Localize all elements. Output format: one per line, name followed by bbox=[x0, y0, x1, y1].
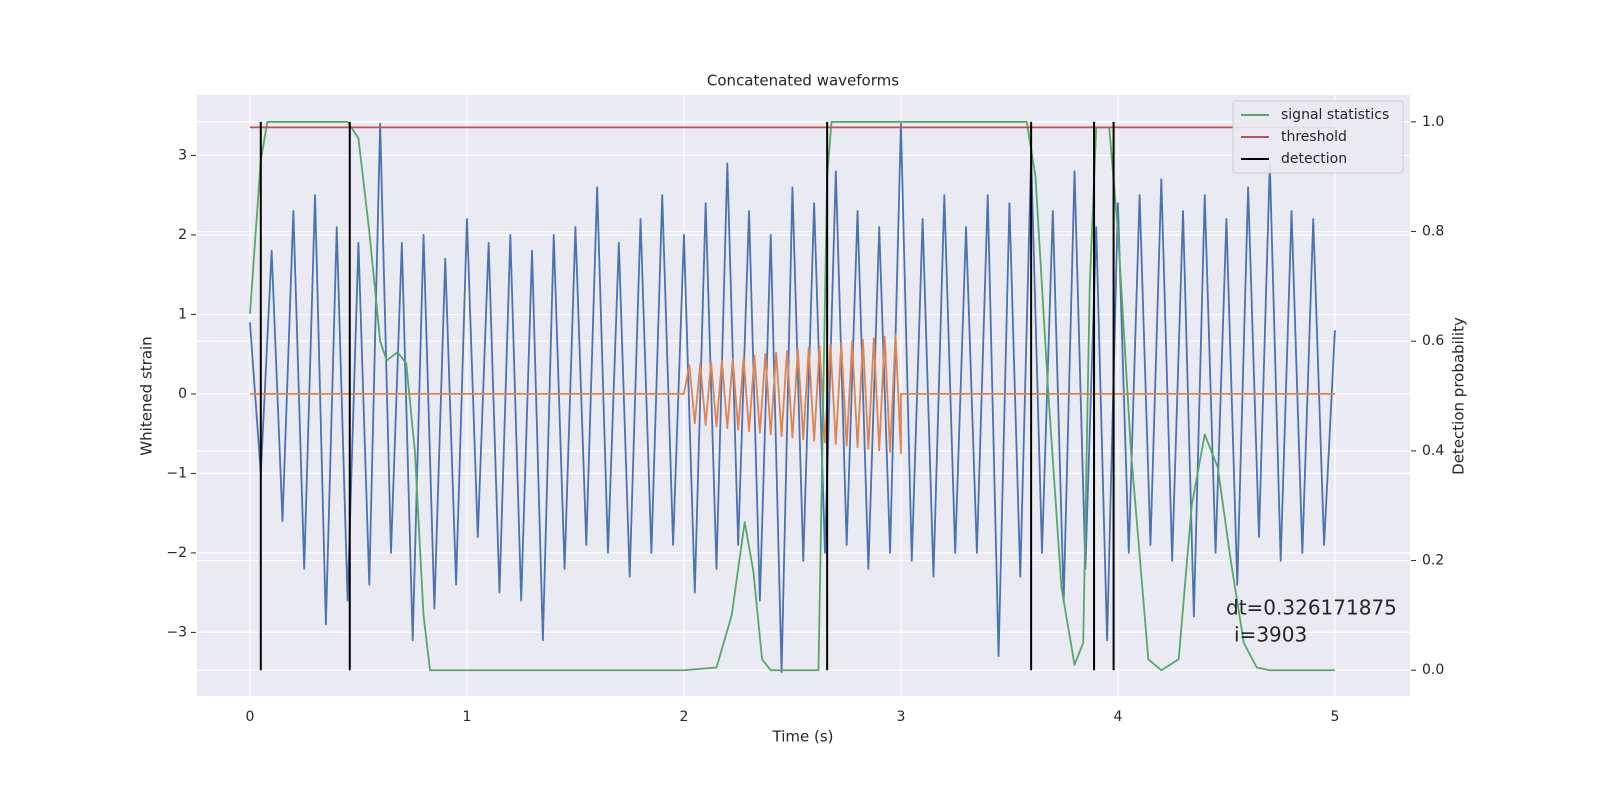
plot bbox=[249, 120, 1336, 674]
y-axis-label: Whitened strain bbox=[138, 336, 156, 455]
annotation-text: i=3903 bbox=[1234, 623, 1307, 647]
legend-box bbox=[1232, 100, 1404, 174]
series-line bbox=[249, 122, 1336, 674]
y-tick-label: 0 bbox=[178, 386, 187, 402]
y-tick-label: −1 bbox=[166, 465, 187, 481]
y2-tick-label: 0.6 bbox=[1422, 333, 1444, 349]
y2-tick-label: 0.8 bbox=[1422, 224, 1444, 240]
y-tick-label: 2 bbox=[178, 227, 187, 243]
x-axis-label: Time (s) bbox=[772, 728, 834, 746]
y-tick-label: −2 bbox=[166, 545, 187, 561]
x-tick-label: 0 bbox=[245, 709, 254, 725]
series-line bbox=[249, 334, 1335, 455]
legend: signal statistics threshold detection bbox=[1232, 100, 1404, 174]
legend-label: threshold bbox=[1281, 129, 1347, 145]
x-tick-label: 4 bbox=[1113, 709, 1122, 725]
y2-tick-label: 0.2 bbox=[1422, 553, 1444, 569]
y-tick-label: 1 bbox=[178, 306, 187, 322]
series-line bbox=[249, 120, 1335, 672]
x-tick-label: 2 bbox=[679, 709, 688, 725]
y-tick-label: 3 bbox=[178, 147, 187, 163]
plot-area bbox=[197, 95, 1410, 696]
y2-axis-label: Detection probability bbox=[1450, 317, 1468, 475]
legend-label: signal statistics bbox=[1281, 107, 1389, 123]
y2-tick-label: 0.4 bbox=[1422, 443, 1444, 459]
x-tick-label: 3 bbox=[896, 709, 905, 725]
annotation-text: dt=0.326171875 bbox=[1226, 596, 1397, 620]
x-tick-label: 5 bbox=[1330, 709, 1339, 725]
y2-tick-label: 1.0 bbox=[1422, 114, 1444, 130]
y-tick-label: −3 bbox=[166, 624, 187, 640]
y2-tick-label: 0.0 bbox=[1422, 662, 1444, 678]
chart-title: Concatenated waveforms bbox=[707, 72, 899, 90]
legend-label: detection bbox=[1281, 151, 1347, 167]
annotation: dt=0.326171875 i=3903 bbox=[1226, 596, 1397, 647]
x-tick-label: 1 bbox=[462, 709, 471, 725]
